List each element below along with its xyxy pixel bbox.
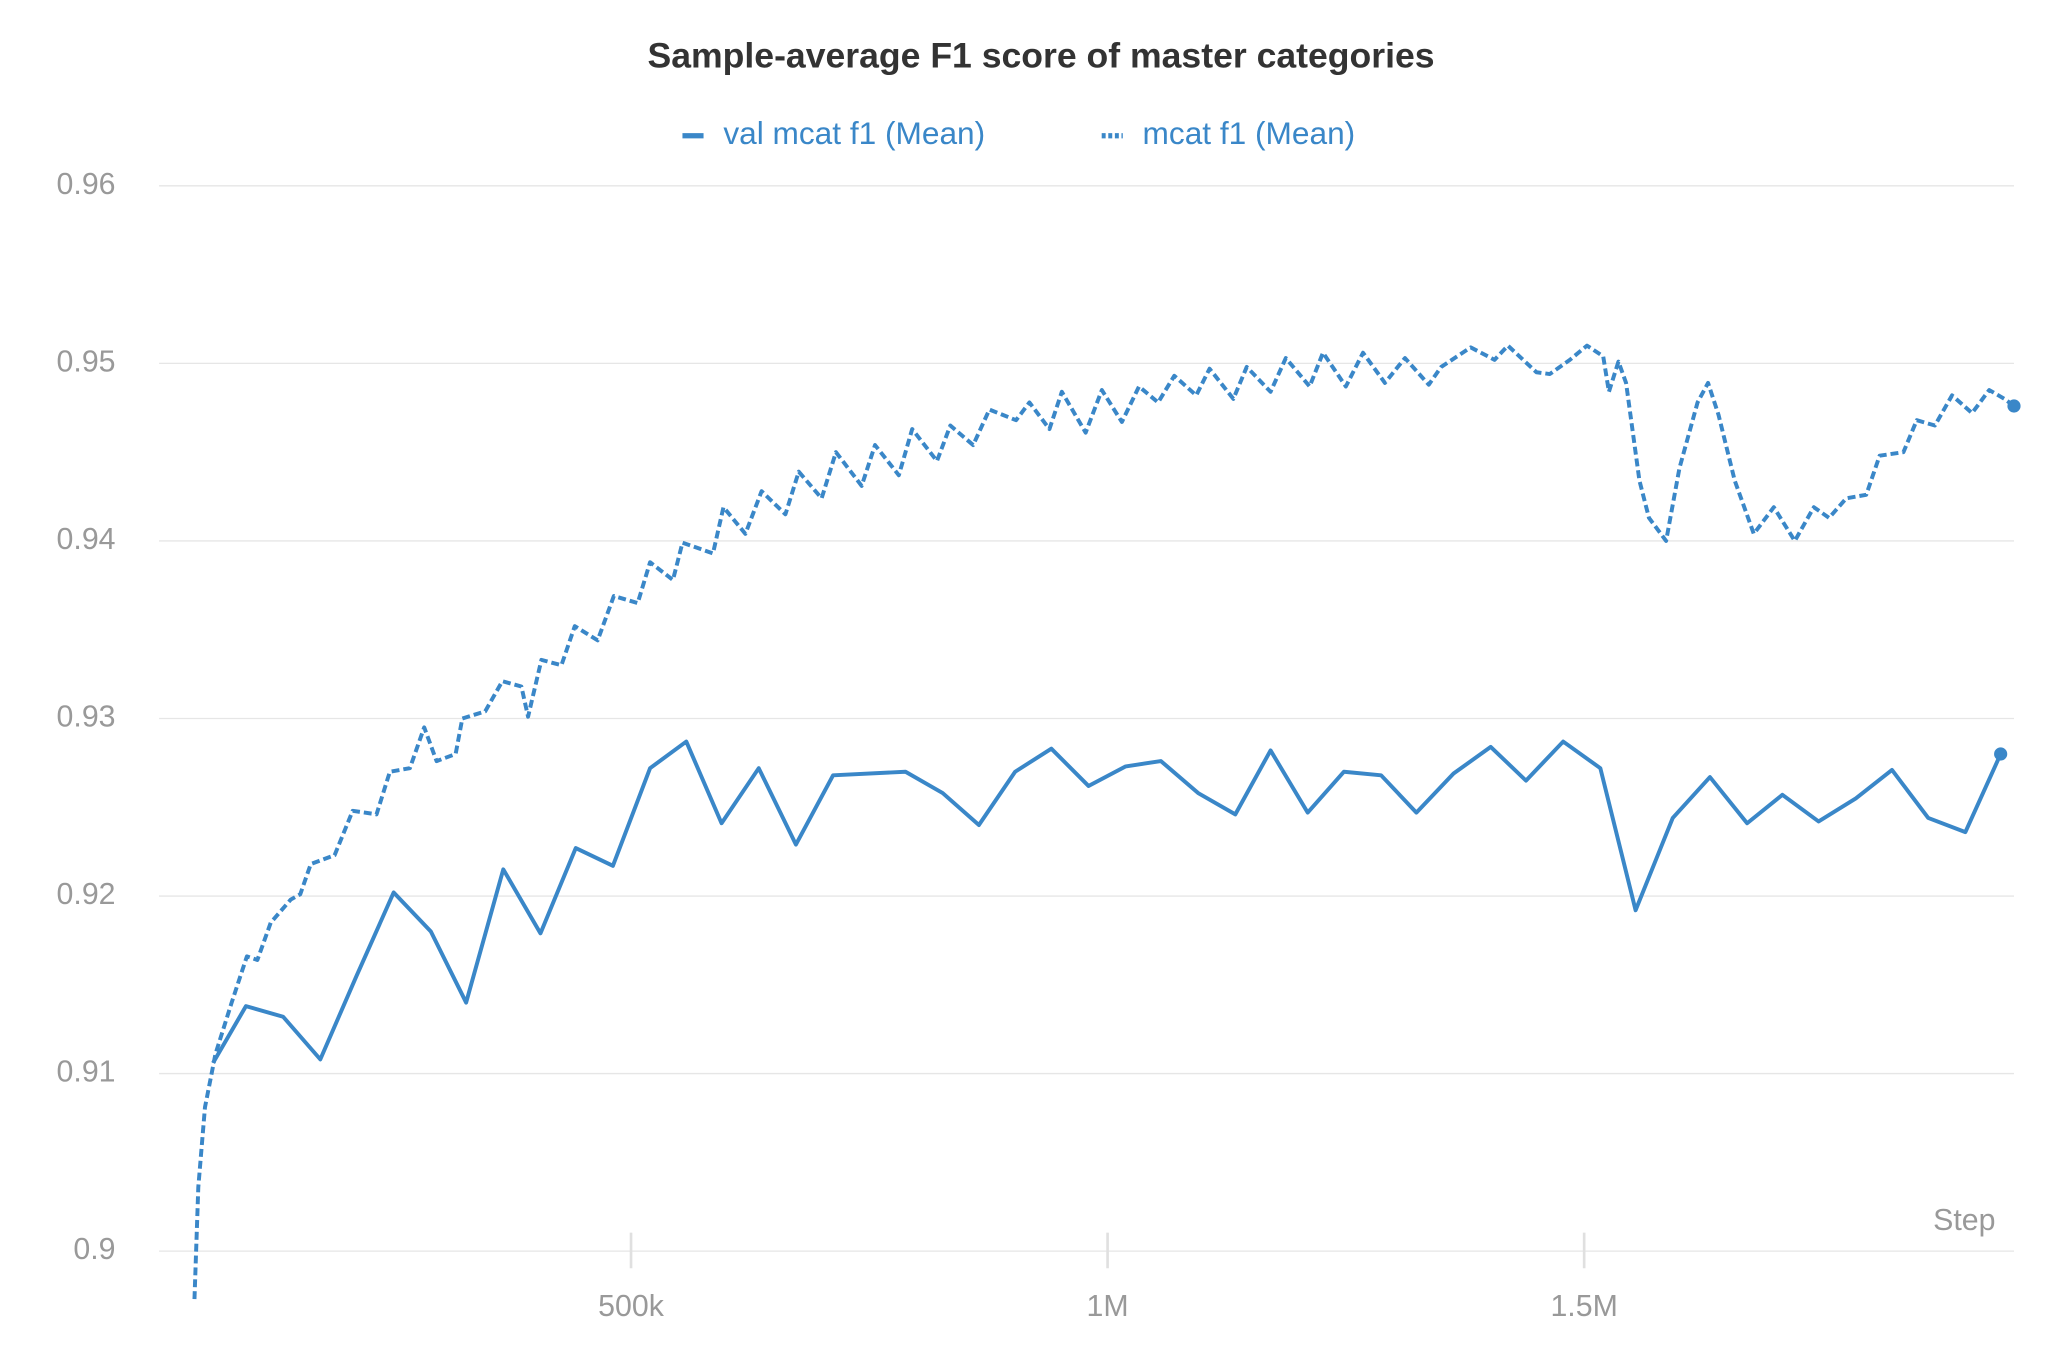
x-tick-label: 500k bbox=[598, 1290, 665, 1323]
x-axis-label: Step bbox=[1933, 1204, 1995, 1237]
y-tick-label: 0.9 bbox=[73, 1233, 115, 1266]
y-tick-label: 0.95 bbox=[57, 345, 116, 378]
y-tick-label: 0.96 bbox=[57, 168, 116, 201]
end-point bbox=[2007, 399, 2021, 413]
legend-label: mcat f1 (Mean) bbox=[1143, 115, 1356, 151]
y-tick-label: 0.94 bbox=[57, 523, 116, 556]
y-tick-label: 0.91 bbox=[57, 1056, 116, 1089]
series-line bbox=[192, 343, 2016, 1300]
y-tick-label: 0.93 bbox=[57, 700, 116, 733]
series-line bbox=[211, 739, 2003, 1064]
y-tick-label: 0.92 bbox=[57, 878, 116, 911]
legend-label: val mcat f1 (Mean) bbox=[723, 115, 985, 151]
x-tick-label: 1.5M bbox=[1550, 1290, 1617, 1323]
end-point bbox=[1994, 747, 2008, 761]
x-tick-label: 1M bbox=[1087, 1290, 1129, 1323]
chart-title: Sample-average F1 score of master catego… bbox=[648, 35, 1435, 75]
